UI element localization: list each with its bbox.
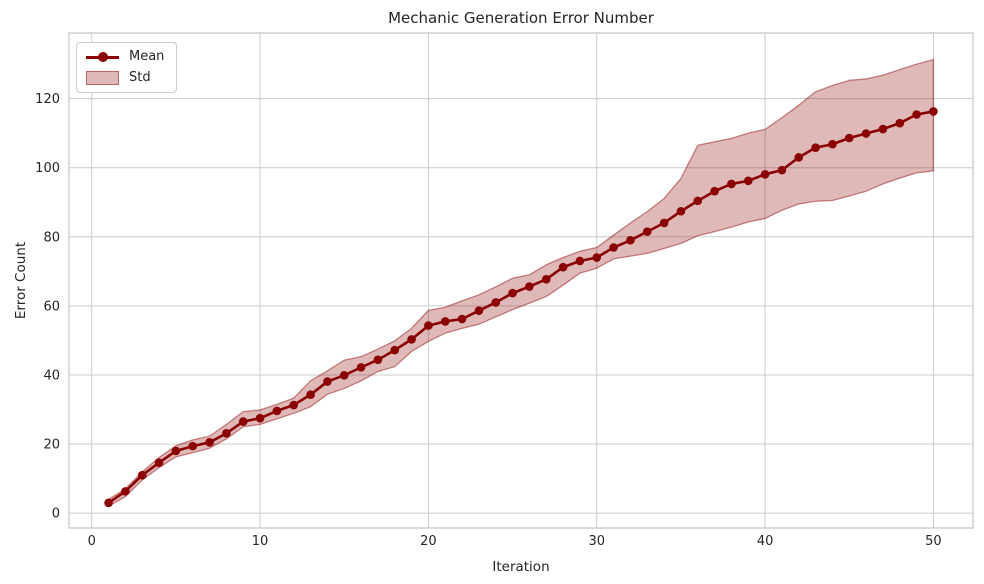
svg-text:0: 0 xyxy=(88,534,96,549)
svg-text:20: 20 xyxy=(43,438,60,453)
svg-text:80: 80 xyxy=(43,230,60,245)
svg-text:60: 60 xyxy=(43,299,60,314)
legend: Mean Std xyxy=(76,42,178,93)
y-axis-label: Error Count xyxy=(13,242,29,319)
svg-text:50: 50 xyxy=(925,534,942,549)
svg-text:10: 10 xyxy=(252,534,269,549)
chart-title: Mechanic Generation Error Number xyxy=(388,9,655,27)
svg-text:30: 30 xyxy=(588,534,605,549)
x-tick-labels: 0 10 20 30 40 50 xyxy=(88,534,942,549)
legend-label-mean: Mean xyxy=(129,49,165,64)
std-patch-swatch-icon xyxy=(86,71,119,85)
svg-text:20: 20 xyxy=(420,534,437,549)
mean-markers xyxy=(104,107,938,508)
legend-label-std: Std xyxy=(129,70,151,85)
svg-text:100: 100 xyxy=(35,161,60,176)
y-tick-labels: 0 20 40 60 80 100 120 xyxy=(35,92,60,522)
mean-line-swatch-icon xyxy=(86,50,119,64)
x-axis-label: Iteration xyxy=(492,559,549,575)
svg-text:40: 40 xyxy=(43,368,60,383)
legend-item-std: Std xyxy=(86,71,164,85)
svg-text:40: 40 xyxy=(757,534,774,549)
std-band xyxy=(107,58,935,507)
svg-text:120: 120 xyxy=(35,92,60,107)
legend-item-mean: Mean xyxy=(86,50,164,64)
svg-text:0: 0 xyxy=(52,507,60,522)
plot-border xyxy=(68,32,974,529)
